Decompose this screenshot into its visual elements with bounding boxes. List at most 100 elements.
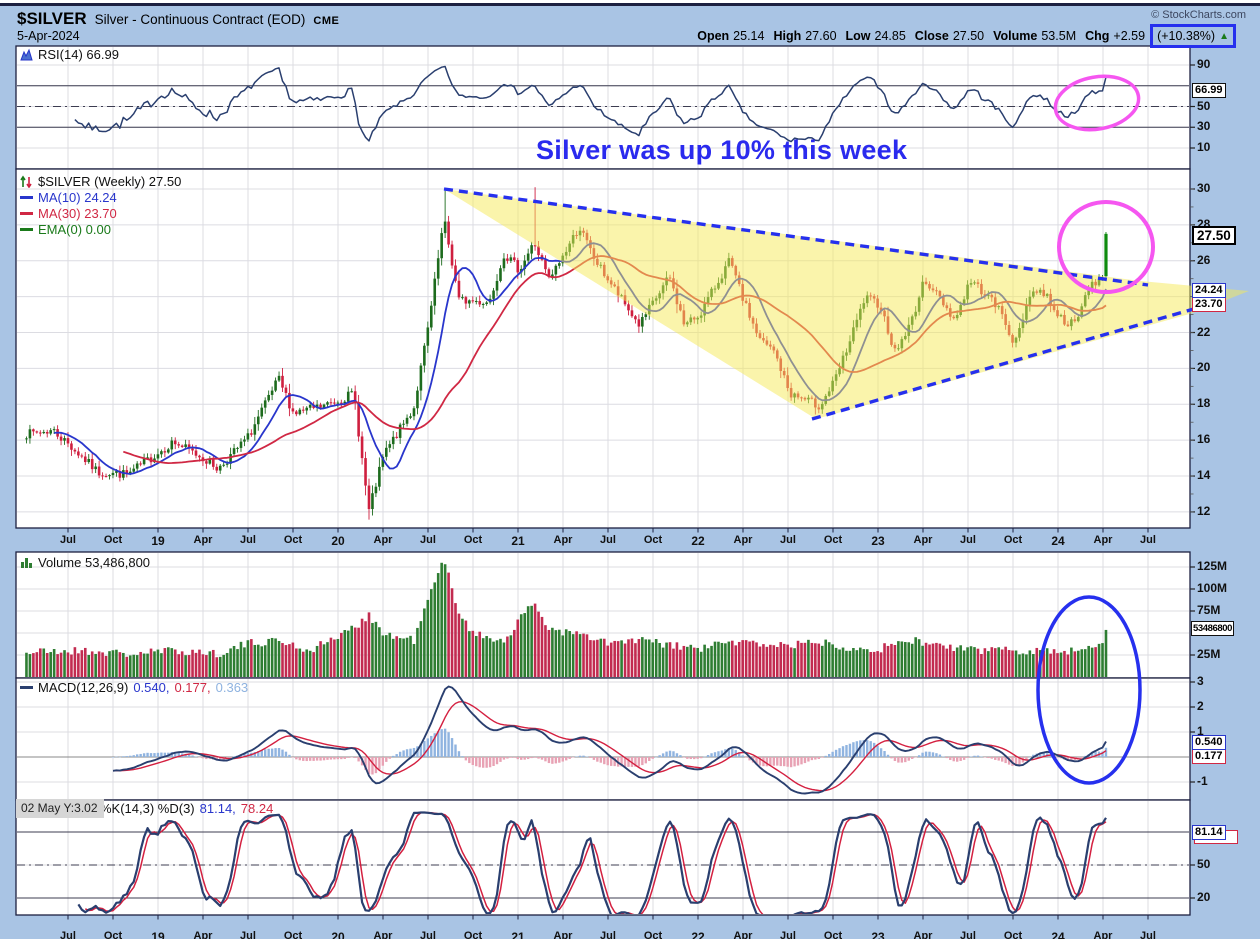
ma30-value-box: 23.70 [1192, 297, 1226, 312]
x-axis-label: Jul [780, 534, 796, 546]
chg-pct-value: (+10.38%) [1157, 29, 1216, 43]
high-value: 27.60 [805, 29, 837, 43]
x-axis-label: 22 [691, 930, 705, 939]
macd-legend-name: MACD(12,26,9) [38, 680, 129, 695]
axis-tick-label: 22 [1197, 324, 1211, 339]
stoch-value-2: 78.24 [240, 801, 274, 816]
x-axis-label: Apr [553, 534, 573, 546]
x-axis-label: Apr [373, 930, 393, 939]
x-axis-label: Jul [600, 534, 616, 546]
copyright: © StockCharts.com [1151, 9, 1246, 21]
top-border [0, 3, 1260, 6]
axis-tick-label: 30 [1197, 119, 1211, 134]
x-axis-label: Jul [780, 930, 796, 939]
x-axis-label: 24 [1051, 930, 1065, 939]
axis-tick-label: 125M [1197, 559, 1228, 573]
close-label: Close [914, 29, 949, 43]
axis-tick-label: 2 [1197, 699, 1204, 713]
open-label: Open [697, 29, 730, 43]
x-axis-label: 21 [511, 534, 525, 548]
x-axis-label: 24 [1051, 534, 1065, 548]
x-axis-label: Apr [193, 534, 213, 546]
stoch-legend: %K(14,3) %D(3) 81.14, 78.24 [100, 801, 273, 816]
open-value: 25.14 [733, 29, 765, 43]
x-axis-label: Apr [193, 930, 213, 939]
x-axis-label: Jul [240, 534, 256, 546]
x-axis-label: Jul [600, 930, 616, 939]
stoch-legend-name: %K(14,3) %D(3) [100, 801, 195, 816]
x-axis-label: Oct [643, 534, 663, 546]
macd-value-2: 0.177, [174, 680, 211, 695]
x-axis-label: Jul [420, 930, 436, 939]
axis-tick-label: 18 [1197, 396, 1211, 411]
x-axis-label: Jul [420, 534, 436, 546]
x-axis-label: Oct [643, 930, 663, 939]
x-axis-label: Apr [373, 534, 393, 546]
price-legend: $SILVER (Weekly) 27.50 MA(10) 24.24 MA(3… [20, 173, 181, 237]
x-axis-label: 20 [331, 930, 345, 939]
x-axis-label: Jul [60, 930, 76, 939]
x-axis-label: Apr [913, 534, 933, 546]
axis-tick-label: 50 [1197, 857, 1211, 871]
axis-tick-label: 12 [1197, 503, 1211, 518]
x-axis-label: Jul [1140, 534, 1156, 546]
macd-value-box: 0.540 [1192, 735, 1226, 750]
x-axis-label: Oct [823, 930, 843, 939]
macd-signal-box: 0.177 [1192, 749, 1226, 764]
axis-tick-label: 3 [1197, 674, 1204, 688]
x-axis-label: Apr [733, 534, 753, 546]
axis-tick-label: 10 [1197, 140, 1211, 154]
axis-tick-label: 14 [1197, 468, 1211, 483]
axis-tick-label: 26 [1197, 252, 1211, 267]
close-value: 27.50 [952, 29, 985, 43]
chart-date: 5-Apr-2024 [17, 29, 80, 43]
volume-label: Volume [993, 29, 1038, 43]
x-axis-label: 19 [151, 534, 165, 548]
chg-label: Chg [1085, 29, 1110, 43]
exchange-label: CME [313, 15, 340, 27]
axis-tick-label: 16 [1197, 432, 1211, 447]
axis-tick-label: 1 [1197, 724, 1204, 738]
x-axis-label: Oct [823, 534, 843, 546]
rsi-indicator-icon [20, 48, 33, 61]
x-axis-label: Oct [103, 930, 123, 939]
volume-bars-icon [21, 558, 32, 568]
low-label: Low [845, 29, 871, 43]
macd-legend: MACD(12,26,9) 0.540, 0.177, 0.363 [20, 680, 248, 695]
axis-tick-label: 20 [1197, 890, 1211, 904]
volume-legend-text: Volume 53,486,800 [38, 555, 151, 570]
macd-line-icon [20, 686, 33, 689]
ma10-line-icon [20, 195, 33, 199]
axis-tick-label: 50 [1197, 98, 1211, 113]
updown-arrows-icon [20, 175, 32, 188]
chg-value: +2.59 [1113, 29, 1146, 43]
stoch-value-1: 81.14, [199, 801, 236, 816]
axis-tick-label: 75M [1197, 603, 1221, 617]
symbol: $SILVER [17, 9, 87, 28]
volume-legend: Volume 53,486,800 [20, 555, 150, 570]
macd-value-3: 0.363 [215, 680, 249, 695]
ma10-value-box: 24.24 [1192, 283, 1226, 298]
x-axis-label: Oct [283, 930, 303, 939]
x-axis-label: Apr [913, 930, 933, 939]
high-label: High [773, 29, 802, 43]
low-value: 24.85 [874, 29, 906, 43]
macd-value-1: 0.540, [133, 680, 170, 695]
x-axis-label: Oct [463, 930, 483, 939]
rsi-legend-text: RSI(14) 66.99 [38, 47, 119, 62]
date-value-tooltip: 02 May Y:3.02 [16, 799, 104, 818]
x-axis-label: 21 [511, 930, 525, 939]
x-axis-label: 23 [871, 930, 885, 939]
rsi-legend: RSI(14) 66.99 [20, 47, 119, 62]
chg-pct-highlight-box: (+10.38%) ▲ [1150, 24, 1236, 48]
ma30-line-icon [20, 211, 33, 215]
close-price-box: 27.50 [1192, 226, 1236, 245]
x-axis-label: Jul [60, 534, 76, 546]
annotation-callout-text: Silver was up 10% this week [536, 135, 908, 165]
axis-tick-label: 90 [1197, 57, 1211, 71]
x-axis-label: Oct [283, 534, 303, 546]
x-axis-label: Oct [1003, 534, 1023, 546]
axis-tick-label: -1 [1197, 774, 1208, 788]
